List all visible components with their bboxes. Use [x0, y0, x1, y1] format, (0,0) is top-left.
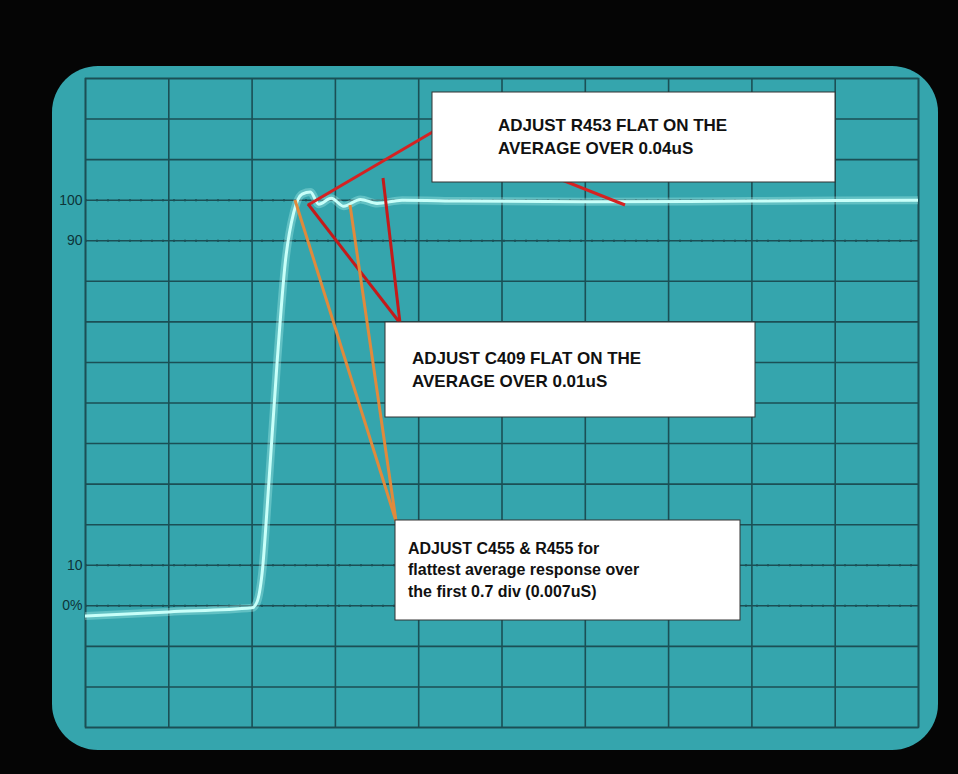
svg-text:the first 0.7 div (0.007uS): the first 0.7 div (0.007uS)	[408, 583, 597, 600]
svg-text:ADJUST R453 FLAT ON THE: ADJUST R453 FLAT ON THE	[498, 116, 727, 135]
svg-text:90: 90	[67, 232, 83, 248]
svg-text:AVERAGE OVER 0.01uS: AVERAGE OVER 0.01uS	[412, 372, 607, 391]
svg-text:ADJUST C455 & R455 for: ADJUST C455 & R455 for	[408, 540, 599, 557]
svg-text:10: 10	[67, 557, 83, 573]
svg-text:0%: 0%	[62, 597, 82, 613]
svg-text:100: 100	[59, 192, 83, 208]
svg-text:ADJUST C409 FLAT ON THE: ADJUST C409 FLAT ON THE	[412, 349, 641, 368]
svg-text:flattest average response over: flattest average response over	[408, 561, 639, 578]
svg-text:AVERAGE OVER 0.04uS: AVERAGE OVER 0.04uS	[498, 139, 693, 158]
